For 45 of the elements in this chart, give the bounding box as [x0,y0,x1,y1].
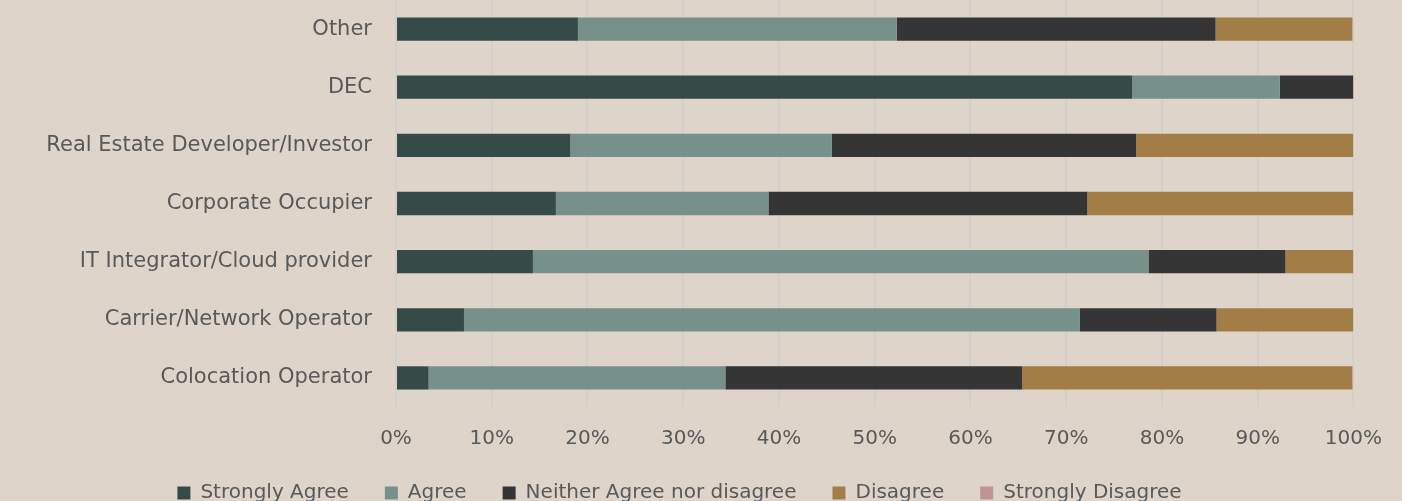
bar [1022,366,1353,390]
bar [896,17,1216,41]
bar [1136,133,1354,157]
bar [1148,250,1286,274]
x-tick-label: 100% [1324,425,1382,450]
bar [768,191,1088,216]
bar [1132,75,1280,99]
x-tick-label: 80% [1139,425,1185,450]
bar [1079,308,1217,332]
bar [397,250,533,274]
y-tick-label: IT Integrator/Cloud provider [79,248,373,273]
bar [397,17,578,41]
bar [397,133,571,157]
bar [397,366,429,390]
bar [1215,17,1353,41]
bar [463,308,1080,332]
bar [1216,308,1354,332]
bar [570,133,832,157]
bar [397,191,556,216]
x-tick-label: 0% [380,425,412,450]
bar [397,308,464,332]
bar [577,17,897,41]
y-tick-label: Other [312,15,373,40]
y-tick-label: Colocation Operator [160,364,373,389]
x-tick-label: 20% [565,425,610,450]
bar [725,366,1023,390]
x-tick-label: 10% [469,425,514,450]
bar [831,133,1137,157]
bar [1285,250,1354,274]
y-tick-label: Carrier/Network Operator [104,306,373,331]
x-tick-label: 70% [1043,425,1089,450]
bar [397,75,1133,99]
x-tick-label: 90% [1235,425,1280,450]
y-tick-label: Corporate Occupier [166,189,373,214]
bar [555,191,769,216]
bar [1279,75,1354,99]
bar [1087,191,1354,216]
x-tick-label: 40% [756,425,802,450]
bar [532,250,1149,274]
bar [428,366,726,390]
y-tick-label: DEC [327,73,372,98]
x-tick-label: 30% [661,425,706,450]
x-tick-label: 50% [852,425,897,450]
y-tick-label: Real Estate Developer/Investor [46,131,373,156]
x-tick-label: 60% [948,425,993,450]
